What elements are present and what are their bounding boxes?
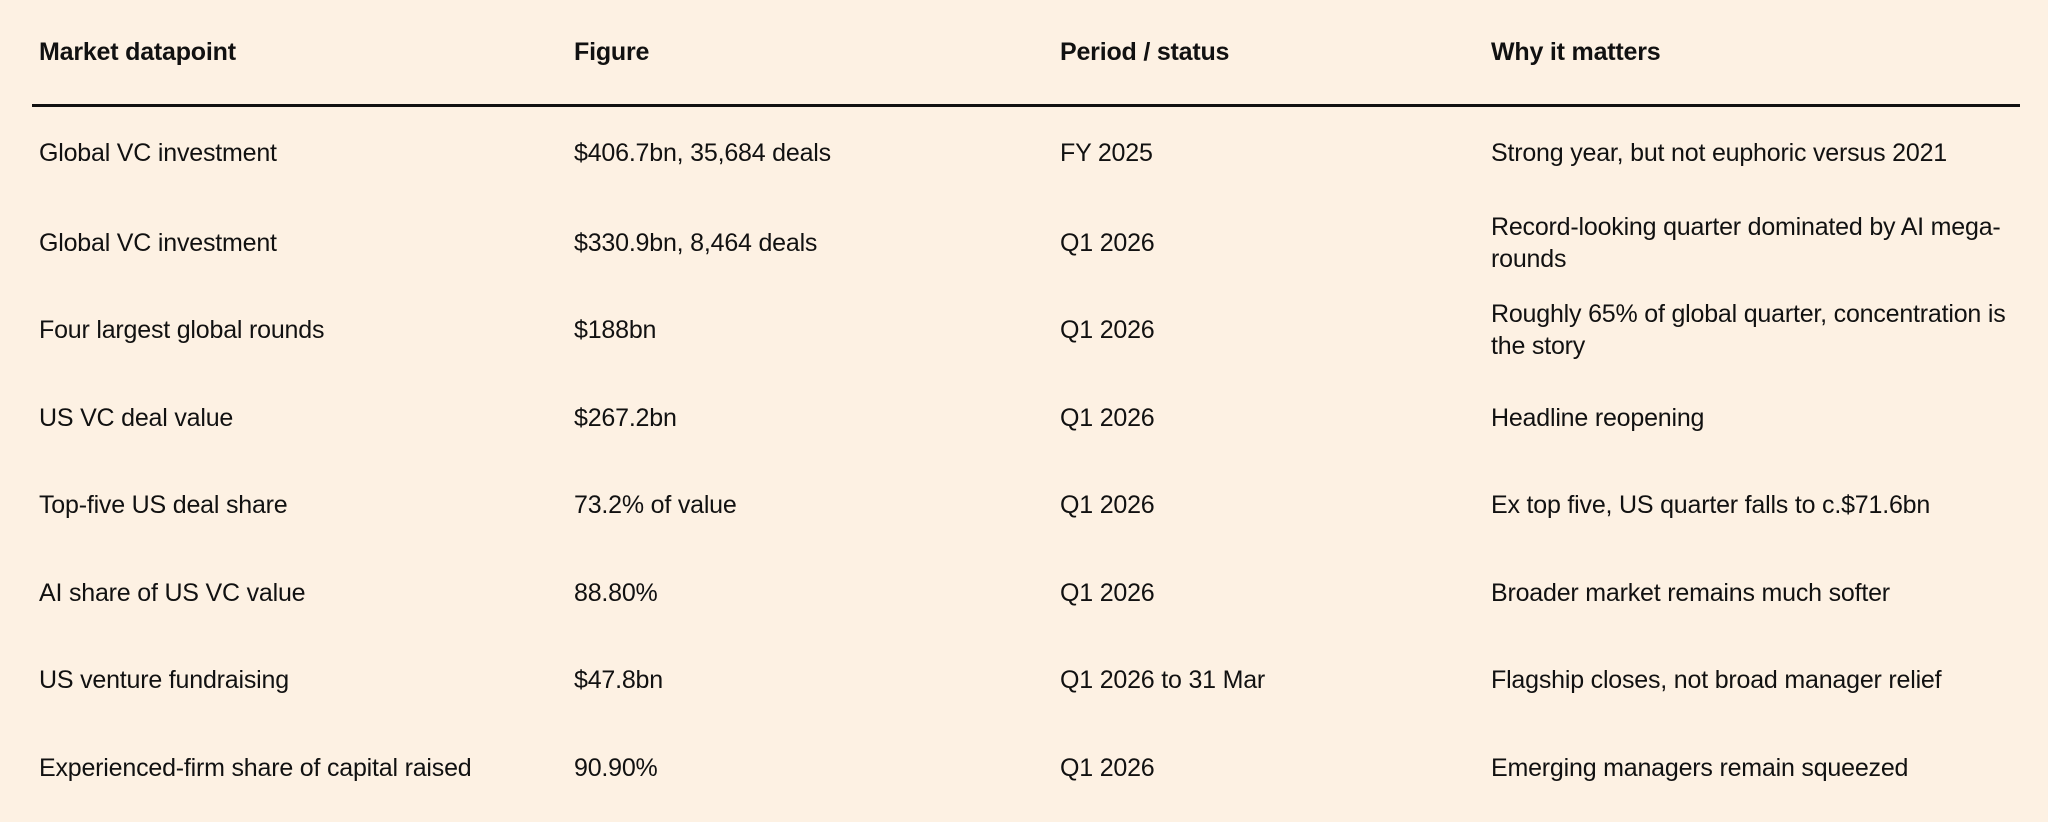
cell-figure: $330.9bn, 8,464 deals	[574, 228, 818, 257]
cell-figure: $406.7bn, 35,684 deals	[574, 139, 831, 167]
table-row: US venture fundraising $47.8bn Q1 2026 t…	[32, 637, 2020, 725]
header-row: Market datapoint Figure Period / status …	[32, 0, 2020, 107]
cell-figure: $188bn	[574, 316, 657, 345]
cell-why-it-matters: Strong year, but not euphoric versus 202…	[1491, 139, 1947, 167]
cell-market-datapoint: US venture fundraising	[39, 666, 289, 695]
cell-period-status: FY 2025	[1060, 139, 1153, 167]
cell-figure: $47.8bn	[574, 666, 663, 695]
table-row: AI share of US VC value 88.80% Q1 2026 B…	[32, 549, 2020, 637]
column-header-figure: Figure	[567, 0, 1053, 107]
cell-market-datapoint: Four largest global rounds	[39, 316, 325, 345]
table-header: Market datapoint Figure Period / status …	[32, 0, 2020, 107]
cell-figure: 90.90%	[574, 753, 658, 782]
cell-period-status: Q1 2026	[1060, 316, 1155, 345]
table-row: Global VC investment $330.9bn, 8,464 dea…	[32, 199, 2020, 287]
market-data-table: Market datapoint Figure Period / status …	[32, 0, 2020, 812]
column-header-period-status: Period / status	[1053, 0, 1484, 107]
cell-market-datapoint: AI share of US VC value	[39, 578, 306, 607]
cell-why-it-matters: Roughly 65% of global quarter, concentra…	[1491, 300, 2006, 361]
cell-period-status: Q1 2026	[1060, 578, 1155, 607]
cell-why-it-matters: Broader market remains much softer	[1491, 578, 1890, 607]
cell-market-datapoint: Global VC investment	[39, 228, 277, 257]
cell-period-status: Q1 2026	[1060, 403, 1155, 432]
column-header-market-datapoint: Market datapoint	[32, 0, 567, 107]
cell-period-status: Q1 2026	[1060, 753, 1155, 782]
cell-why-it-matters: Emerging managers remain squeezed	[1491, 753, 1909, 782]
cell-figure: 88.80%	[574, 578, 658, 607]
cell-market-datapoint: Top-five US deal share	[39, 491, 288, 520]
table-row: Four largest global rounds $188bn Q1 202…	[32, 287, 2020, 375]
cell-figure: 73.2% of value	[574, 491, 737, 520]
table-body: Global VC investment $406.7bn, 35,684 de…	[32, 106, 2020, 812]
cell-period-status: Q1 2026 to 31 Mar	[1060, 666, 1266, 695]
cell-period-status: Q1 2026	[1060, 491, 1155, 520]
cell-why-it-matters: Flagship closes, not broad manager relie…	[1491, 666, 1942, 695]
cell-why-it-matters: Record-looking quarter dominated by AI m…	[1491, 212, 2001, 273]
column-header-why-it-matters: Why it matters	[1484, 0, 2020, 107]
table-row: Global VC investment $406.7bn, 35,684 de…	[32, 106, 2020, 200]
cell-market-datapoint: Global VC investment	[39, 139, 277, 167]
cell-why-it-matters: Headline reopening	[1491, 403, 1705, 432]
table-row: US VC deal value $267.2bn Q1 2026 Headli…	[32, 374, 2020, 462]
market-data-table-container: Market datapoint Figure Period / status …	[32, 0, 2020, 812]
table-row: Experienced-firm share of capital raised…	[32, 724, 2020, 812]
cell-why-it-matters: Ex top five, US quarter falls to c.$71.6…	[1491, 491, 1931, 520]
cell-market-datapoint: Experienced-firm share of capital raised	[39, 753, 472, 782]
cell-market-datapoint: US VC deal value	[39, 403, 234, 432]
table-row: Top-five US deal share 73.2% of value Q1…	[32, 462, 2020, 550]
cell-period-status: Q1 2026	[1060, 228, 1155, 257]
cell-figure: $267.2bn	[574, 403, 677, 432]
